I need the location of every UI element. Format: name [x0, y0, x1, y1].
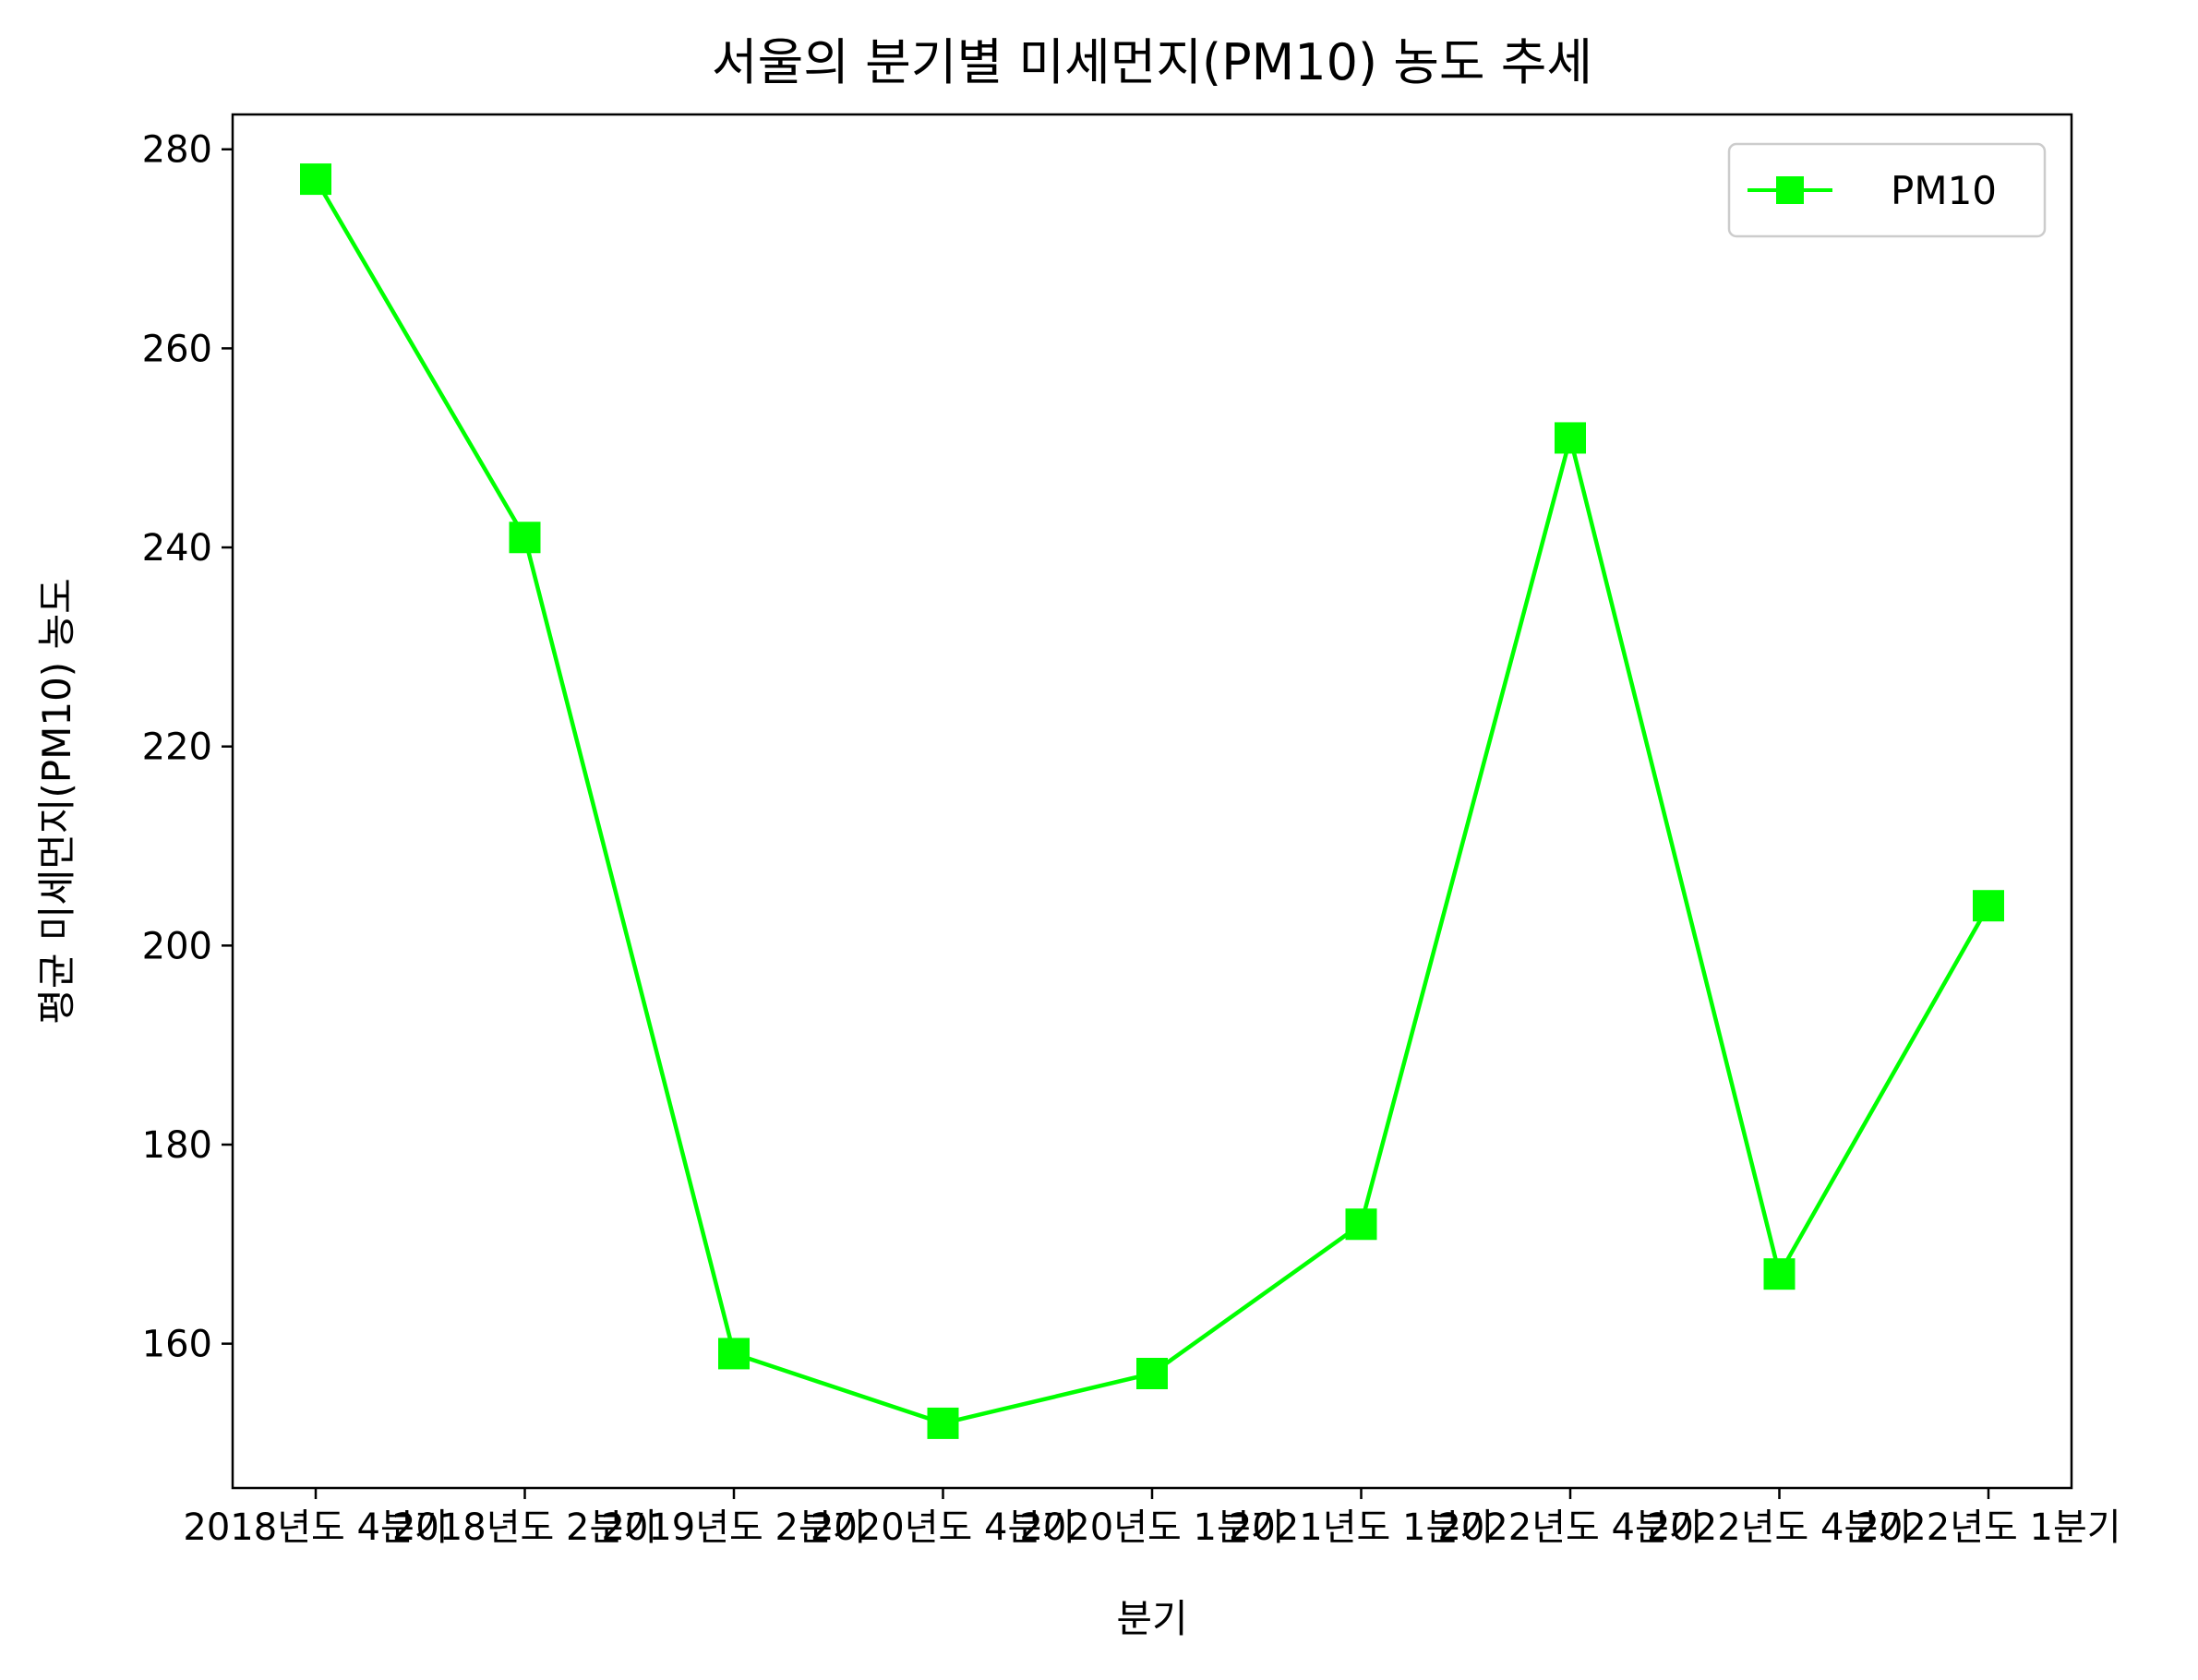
x-axis-label: 분기 [1116, 1596, 1187, 1641]
data-point [928, 1408, 959, 1439]
y-tick-label: 160 [142, 1324, 212, 1366]
y-tick-label: 260 [142, 328, 212, 370]
data-point [1136, 1358, 1168, 1389]
data-point [1555, 422, 1586, 453]
data-point [1346, 1208, 1377, 1240]
y-axis-label: 평균 미세먼지(PM10) 농도 [34, 578, 79, 1025]
y-tick-label: 220 [142, 726, 212, 769]
y-tick-label: 240 [142, 527, 212, 570]
data-point [718, 1338, 750, 1369]
chart-title: 서울의 분기별 미세먼지(PM10) 농도 추세 [712, 33, 1592, 91]
y-tick-label: 200 [142, 925, 212, 967]
legend-label-pm10: PM10 [1891, 168, 1997, 213]
x-tick-label: 2022년도 1분기 [1856, 1506, 2120, 1549]
y-tick-label: 280 [142, 129, 212, 172]
legend-marker [1776, 176, 1804, 204]
data-point [1764, 1258, 1796, 1290]
data-point [300, 163, 331, 195]
y-tick-label: 180 [142, 1124, 212, 1167]
legend: PM10 [1729, 144, 2045, 236]
data-point [1973, 890, 2004, 921]
data-point [510, 522, 541, 553]
y-axis: 160 180 200 220 240 260 280 [142, 129, 233, 1366]
plot-frame [233, 114, 2072, 1488]
